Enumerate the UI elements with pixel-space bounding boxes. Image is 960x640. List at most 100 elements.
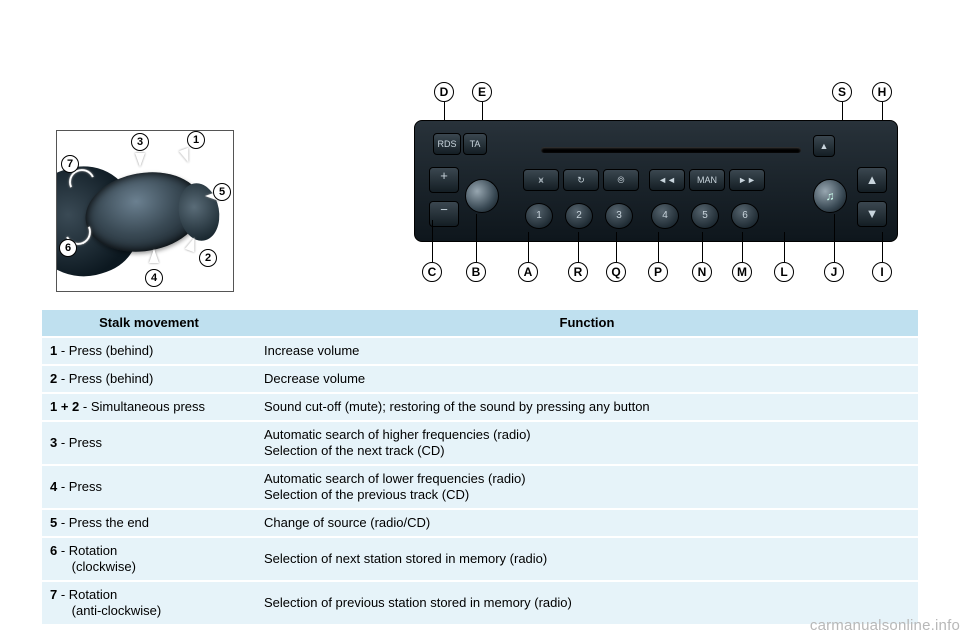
preset-1: 1 (525, 203, 553, 229)
nav-down: ▼ (857, 201, 887, 227)
movement-text: - Rotation (clockwise) (50, 543, 136, 574)
leader (616, 232, 617, 262)
movement-text: - Rotation (anti-clockwise) (50, 587, 161, 618)
leader (578, 232, 579, 262)
btn-fwd: ►► (729, 169, 765, 191)
functions-table: Stalk movement Function 1 - Press (behin… (42, 310, 918, 626)
radio-label-M: M (732, 262, 752, 282)
radio-label-L: L (774, 262, 794, 282)
btn-top-1: ⩙ (523, 169, 559, 191)
radio-label-R: R (568, 262, 588, 282)
preset-5: 5 (691, 203, 719, 229)
preset-3: 3 (605, 203, 633, 229)
btn-rev: ◄◄ (649, 169, 685, 191)
preset-2: 2 (565, 203, 593, 229)
table-row: 7 - Rotation (anti-clockwise)Selection o… (42, 581, 918, 625)
table-row: 1 + 2 - Simultaneous pressSound cut-off … (42, 393, 918, 421)
table-row: 2 - Press (behind)Decrease volume (42, 365, 918, 393)
btn-top-2: ↻ (563, 169, 599, 191)
header-stalk: Stalk movement (42, 310, 256, 337)
stalk-movement-cell: 2 - Press (behind) (42, 365, 256, 393)
leader (476, 214, 477, 262)
table-row: 3 - PressAutomatic search of higher freq… (42, 421, 918, 465)
power-knob (465, 179, 499, 213)
radio-label-A: A (518, 262, 538, 282)
preset-4: 4 (651, 203, 679, 229)
function-cell: Automatic search of lower frequencies (r… (256, 465, 918, 509)
table-row: 4 - PressAutomatic search of lower frequ… (42, 465, 918, 509)
function-cell: Sound cut-off (mute); restoring of the s… (256, 393, 918, 421)
leader (702, 232, 703, 262)
callout-4: 4 (145, 269, 163, 287)
callout-3: 3 (131, 133, 149, 151)
leader (834, 214, 835, 262)
radio-label-B: B (466, 262, 486, 282)
leader (658, 232, 659, 262)
radio-label-S: S (832, 82, 852, 102)
radio-label-I: I (872, 262, 892, 282)
movement-text: - Press (behind) (57, 343, 153, 358)
tone-knob: ♫ (813, 179, 847, 213)
nav-up: ▲ (857, 167, 887, 193)
btn-top-3: ⦾ (603, 169, 639, 191)
arrow-4 (149, 249, 159, 263)
rds-button: RDS (433, 133, 461, 155)
leader (784, 232, 785, 262)
stalk-movement-cell: 1 + 2 - Simultaneous press (42, 393, 256, 421)
note-icon: ♫ (814, 180, 846, 212)
movement-text: - Press (57, 435, 102, 450)
vol-minus: − (429, 201, 459, 227)
radio-label-Q: Q (606, 262, 626, 282)
arrow-1 (179, 148, 193, 165)
table-header-row: Stalk movement Function (42, 310, 918, 337)
table-row: 1 - Press (behind)Increase volume (42, 337, 918, 365)
function-cell: Automatic search of higher frequencies (… (256, 421, 918, 465)
radio-label-E: E (472, 82, 492, 102)
arrow-3 (135, 153, 145, 167)
radio-label-J: J (824, 262, 844, 282)
stalk-movement-cell: 1 - Press (behind) (42, 337, 256, 365)
movement-text: - Press (behind) (57, 371, 153, 386)
leader (432, 220, 433, 262)
cd-slot (541, 147, 801, 153)
radio-body: RDS TA ▲ + − ⩙ ↻ ⦾ ◄◄ MAN ►► 1 2 3 4 5 6… (414, 120, 898, 242)
stalk-movement-cell: 4 - Press (42, 465, 256, 509)
callout-1: 1 (187, 131, 205, 149)
eject-button: ▲ (813, 135, 835, 157)
stalk-movement-cell: 6 - Rotation (clockwise) (42, 537, 256, 581)
row-number: 1 + 2 (50, 399, 79, 414)
vol-plus: + (429, 167, 459, 193)
leader (528, 232, 529, 262)
watermark: carmanualsonline.info (810, 617, 960, 634)
ta-button: TA (463, 133, 487, 155)
header-function: Function (256, 310, 918, 337)
stalk-movement-cell: 5 - Press the end (42, 509, 256, 537)
radio-illustration: D E S H RDS TA ▲ + − ⩙ ↻ ⦾ ◄◄ MAN ►► 1 (392, 74, 920, 292)
btn-man: MAN (689, 169, 725, 191)
stalk-movement-cell: 7 - Rotation (anti-clockwise) (42, 581, 256, 625)
function-cell: Selection of next station stored in memo… (256, 537, 918, 581)
table-row: 5 - Press the endChange of source (radio… (42, 509, 918, 537)
callout-6: 6 (59, 239, 77, 257)
radio-label-C: C (422, 262, 442, 282)
radio-label-P: P (648, 262, 668, 282)
movement-text: - Press the end (57, 515, 149, 530)
radio-label-N: N (692, 262, 712, 282)
callout-2: 2 (199, 249, 217, 267)
function-cell: Decrease volume (256, 365, 918, 393)
figures-row: 3 1 5 2 4 6 7 D E S H RDS TA ▲ + − ⩙ ↻ (0, 74, 960, 304)
radio-label-D: D (434, 82, 454, 102)
preset-6: 6 (731, 203, 759, 229)
movement-text: - Simultaneous press (79, 399, 205, 414)
leader (742, 232, 743, 262)
leader (882, 232, 883, 262)
function-cell: Change of source (radio/CD) (256, 509, 918, 537)
function-cell: Increase volume (256, 337, 918, 365)
stalk-movement-cell: 3 - Press (42, 421, 256, 465)
radio-label-H: H (872, 82, 892, 102)
stalk-illustration: 3 1 5 2 4 6 7 (56, 130, 234, 292)
callout-5: 5 (213, 183, 231, 201)
movement-text: - Press (57, 479, 102, 494)
arrow-2 (185, 236, 199, 253)
callout-7: 7 (61, 155, 79, 173)
